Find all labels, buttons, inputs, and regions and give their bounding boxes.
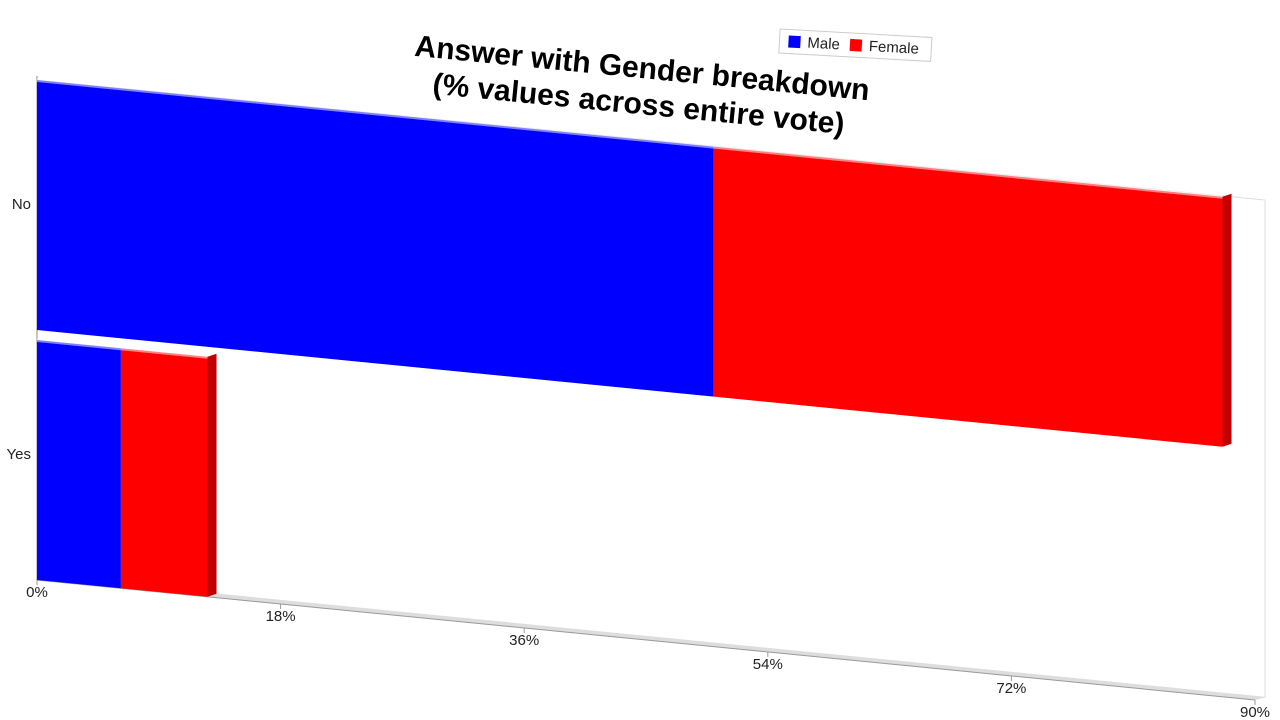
bar-highlight — [36, 78, 1223, 199]
x-tick-label: 72% — [996, 680, 1026, 697]
bar — [120, 348, 208, 597]
bar-highlight — [36, 338, 208, 359]
x-axis — [36, 579, 1256, 701]
x-tick-label: 36% — [509, 632, 539, 649]
legend-label: Female — [868, 38, 919, 58]
x-axis-floor — [37, 577, 1267, 700]
bar-depth — [207, 353, 217, 597]
bar-depth — [1222, 193, 1232, 447]
bar — [37, 80, 714, 397]
legend-swatch — [788, 35, 801, 49]
legend-label: Male — [807, 35, 840, 54]
bar — [713, 146, 1223, 447]
x-tick-label: 90% — [1240, 704, 1270, 720]
y-tick-label: Yes — [7, 446, 31, 463]
x-tick-label: 0% — [26, 584, 48, 601]
legend-swatch — [849, 38, 863, 52]
y-tick-label: No — [12, 196, 31, 213]
x-tick-label: 18% — [266, 608, 296, 625]
x-tick-label: 54% — [753, 656, 783, 673]
bar — [37, 340, 121, 589]
legend: Male Female — [778, 28, 933, 62]
